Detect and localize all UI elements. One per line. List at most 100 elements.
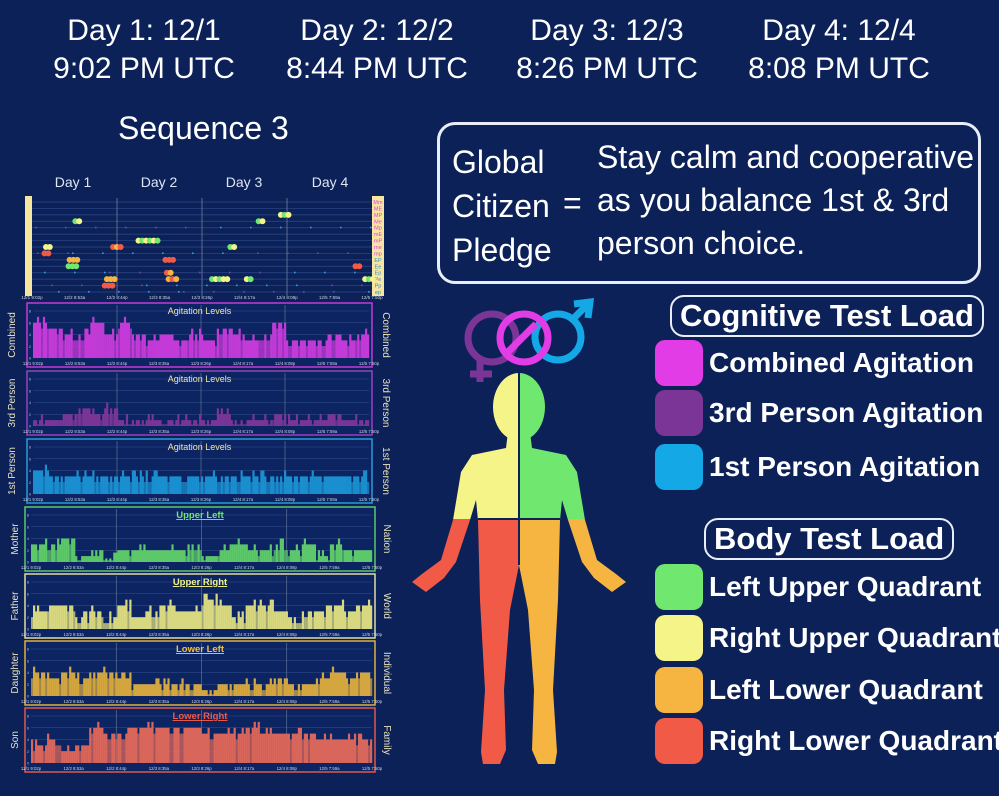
panel-x-tick: 12/5 7:50p (359, 429, 380, 434)
panel-bar (167, 420, 170, 426)
panel-x-tick: 12/5 7:59a (319, 565, 340, 570)
panel-bar (185, 482, 188, 494)
panel-bar (151, 550, 154, 562)
panel-bar (112, 328, 115, 358)
panel-bar (315, 346, 318, 358)
panel-bar (225, 684, 228, 696)
panel-bar (337, 672, 341, 696)
panel-bar (355, 605, 359, 629)
panel-bar (207, 599, 210, 629)
panel-bar (325, 420, 328, 426)
panel-bar (201, 556, 204, 562)
panel-bar (248, 476, 251, 494)
panel-x-tick: 12/5 7:50p (359, 361, 380, 366)
panel-bar (52, 482, 55, 494)
panel-bar (211, 599, 214, 629)
panel-bar (197, 544, 200, 562)
panel-bar (305, 733, 309, 763)
panel-bar (31, 678, 34, 696)
panel-bar (115, 617, 118, 629)
panel-bar (204, 424, 208, 426)
panel-bar (40, 328, 44, 358)
legend-label: Left Lower Quadrant (709, 674, 983, 705)
panel-bar (119, 550, 122, 562)
panel-bar (193, 684, 196, 696)
panel-bar (209, 739, 212, 763)
pledge-text-line: person choice. (597, 225, 806, 261)
panel-x-tick: 12/1 9:02p (21, 632, 42, 637)
panel-bar (355, 340, 358, 358)
panel-bar (206, 340, 210, 358)
panel-y-tick: 0 (27, 695, 29, 699)
panel-bar (86, 408, 89, 426)
panel-bar (333, 739, 337, 763)
panel-bar (69, 605, 72, 629)
panel-bar (161, 550, 164, 562)
panel-bar (254, 340, 257, 358)
panel-bar (337, 538, 341, 562)
panel-bar (265, 684, 268, 696)
row-label-strip-left (25, 196, 32, 296)
panel-bar (90, 476, 93, 494)
panel-bar (221, 733, 224, 763)
panel-bar (234, 334, 237, 358)
panel-bar (135, 684, 138, 696)
panel-bar (216, 408, 219, 426)
panel-bar (96, 476, 99, 494)
panel-bar (125, 733, 128, 763)
panel-bar (212, 470, 216, 494)
panel-bar (284, 414, 287, 426)
panel-bar (59, 544, 62, 562)
panel-bar (315, 420, 318, 426)
panel-bar (167, 605, 170, 629)
panel-bar (38, 322, 42, 358)
panel-bar (173, 340, 176, 358)
timeline-minor-mark (368, 291, 370, 293)
panel-bar (36, 470, 40, 494)
timeline-minor-mark (81, 284, 83, 287)
panel-bar (139, 470, 142, 494)
panel-bar (205, 690, 208, 696)
panel-bar (78, 334, 81, 358)
panel-bar (287, 617, 290, 629)
panel-bar (275, 684, 278, 696)
panel-bar (361, 739, 365, 763)
panel-bar (305, 346, 308, 358)
pledge-label: Global Citizen Pledge (452, 140, 552, 272)
pledge-text-line: as you balance 1st & 3rd (597, 182, 950, 218)
panel-bar (159, 684, 162, 696)
panel-bar (329, 672, 333, 696)
panel-bars (33, 316, 370, 358)
panel-bar (317, 476, 320, 494)
panel-bar (303, 617, 307, 629)
panel-right-label: 3rd Person (380, 379, 391, 428)
panel-bar (92, 408, 95, 426)
panel-bar (88, 334, 91, 358)
panel-y-tick: 8 (27, 514, 29, 518)
panel-bar (199, 550, 202, 562)
panel-bar (167, 727, 170, 763)
day-label: Day 2: 12/2 (300, 14, 454, 47)
panel-bar (107, 678, 110, 696)
panel-bar (351, 678, 355, 696)
panel-bar (155, 727, 158, 763)
panel-bar (56, 476, 59, 494)
panel-bar (189, 476, 192, 494)
panel-bar (71, 672, 74, 696)
panel-bar (228, 414, 231, 426)
panel-bar (309, 544, 313, 562)
panel-bar (125, 476, 129, 494)
panel-bar (291, 733, 294, 763)
panel-bar (57, 678, 60, 696)
panel-bar (230, 420, 233, 426)
panel-bar (361, 550, 365, 562)
panel-bar (269, 678, 272, 696)
timeline-minor-mark (243, 291, 245, 293)
timeline-minor-mark (146, 284, 148, 287)
panel-bar (125, 322, 129, 358)
panel-bar (349, 550, 353, 562)
panel-bar (65, 605, 68, 629)
panel-bar (71, 751, 74, 763)
panel-bar (52, 328, 55, 358)
panel-bar (83, 556, 86, 562)
